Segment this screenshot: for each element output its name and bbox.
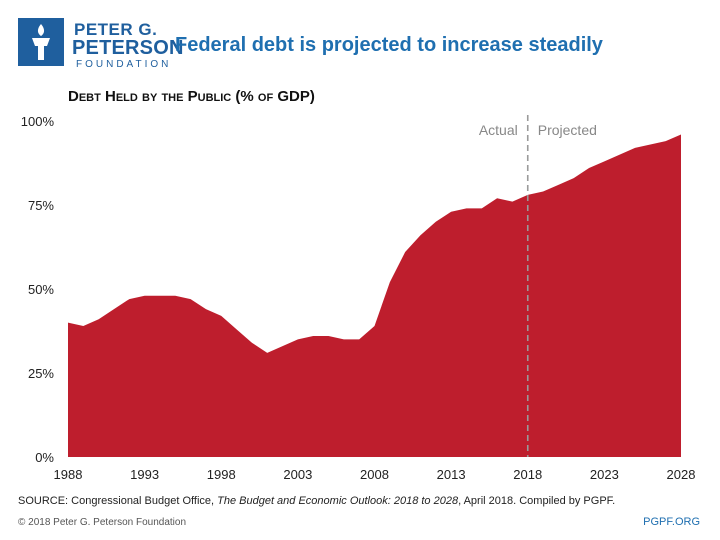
projected-label: Projected	[538, 122, 597, 138]
actual-label: Actual	[479, 122, 518, 138]
headline: Federal debt is projected to increase st…	[175, 34, 603, 56]
copyright: © 2018 Peter G. Peterson Foundation	[18, 517, 187, 528]
y-tick-label: 100%	[21, 114, 55, 129]
torch-icon	[18, 18, 64, 66]
y-tick-label: 25%	[28, 366, 54, 381]
x-tick-label: 2013	[437, 467, 466, 480]
x-axis-labels: 1988 1993 1998 2003 2008 2013 2018 2023 2028	[54, 467, 696, 480]
brand-line-3: FOUNDATION	[76, 59, 172, 70]
source-prefix: SOURCE: Congressional Budget Office,	[18, 495, 218, 507]
annotation-layer: Actual Projected	[479, 115, 597, 457]
site-link[interactable]: PGPF.ORG	[643, 516, 700, 528]
y-tick-label: 75%	[28, 198, 54, 213]
debt-chart: 0% 25% 50% 75% 100% 1988 1993 1998 2003 2008 2013…	[21, 114, 696, 480]
chart-title: Debt Held by the Public (% of GDP)	[68, 88, 315, 105]
debt-area	[68, 134, 681, 457]
x-tick-label: 2008	[360, 467, 389, 480]
brand-line-2: PETERSON	[72, 37, 184, 59]
source-note: SOURCE: Congressional Budget Office, The…	[18, 495, 615, 507]
y-axis-labels: 0% 25% 50% 75% 100%	[21, 114, 55, 465]
x-tick-label: 2003	[283, 467, 312, 480]
brand-line-1: PETER G.	[74, 20, 158, 39]
area-layer	[68, 134, 681, 457]
x-tick-label: 2018	[513, 467, 542, 480]
source-suffix: , April 2018. Compiled by PGPF.	[458, 495, 616, 507]
x-tick-label: 2023	[590, 467, 619, 480]
x-tick-label: 1993	[130, 467, 159, 480]
y-tick-label: 0%	[35, 450, 54, 465]
x-tick-label: 1998	[207, 467, 236, 480]
x-tick-label: 1988	[54, 467, 83, 480]
source-title: The Budget and Economic Outlook: 2018 to…	[217, 495, 459, 507]
y-tick-label: 50%	[28, 282, 54, 297]
x-tick-label: 2028	[667, 467, 696, 480]
brand-logo: PETER G. PETERSON FOUNDATION	[18, 18, 183, 70]
